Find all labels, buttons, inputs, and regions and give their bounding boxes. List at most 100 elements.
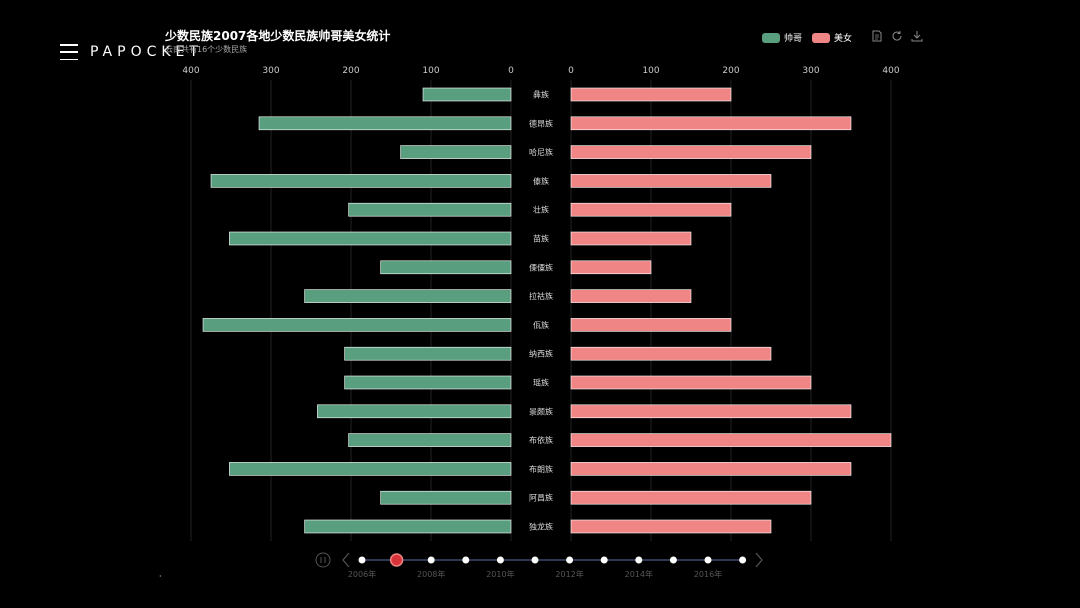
bar-male[interactable] bbox=[210, 174, 512, 188]
timeline-point[interactable] bbox=[600, 556, 608, 564]
chart-subtitle: 云南共有16个少数民族 bbox=[165, 45, 248, 54]
bar-male[interactable] bbox=[380, 490, 512, 505]
bar-female[interactable] bbox=[570, 145, 812, 159]
timeline-point[interactable] bbox=[669, 556, 677, 564]
category-label: 傈僳族 bbox=[529, 262, 553, 272]
restore-icon[interactable] bbox=[891, 30, 903, 42]
legend-label-male: 帅哥 bbox=[784, 34, 803, 44]
timeline-point[interactable] bbox=[427, 556, 435, 564]
bar-female[interactable] bbox=[570, 433, 892, 447]
category-label: 布依族 bbox=[529, 435, 553, 445]
category-label: 景颇族 bbox=[529, 406, 553, 416]
female-bars bbox=[570, 87, 892, 534]
category-label: 拉祜族 bbox=[529, 291, 553, 301]
category-label: 德昂族 bbox=[529, 118, 553, 128]
category-label: 佤族 bbox=[533, 320, 549, 330]
left-tick-label: 400 bbox=[182, 66, 199, 76]
right-axis: 0 100 200 300 400 bbox=[568, 66, 900, 76]
bar-male[interactable] bbox=[400, 145, 512, 159]
bar-female[interactable] bbox=[570, 490, 812, 505]
right-tick-label: 400 bbox=[882, 66, 899, 76]
bar-male[interactable] bbox=[229, 462, 512, 476]
bar-female[interactable] bbox=[570, 318, 732, 332]
category-label: 纳西族 bbox=[529, 349, 553, 359]
bar-female[interactable] bbox=[570, 346, 772, 361]
bar-female[interactable] bbox=[570, 519, 772, 534]
legend-swatch-female bbox=[812, 32, 831, 43]
bar-male[interactable] bbox=[304, 289, 512, 303]
timeline-point[interactable] bbox=[635, 556, 643, 564]
right-tick-label: 100 bbox=[642, 66, 659, 76]
corner-mark: · bbox=[159, 572, 162, 581]
legend-item-male[interactable]: 帅哥 bbox=[762, 31, 802, 44]
category-label: 布朗族 bbox=[529, 464, 553, 474]
bar-female[interactable] bbox=[570, 462, 852, 476]
right-tick-label: 0 bbox=[568, 66, 574, 76]
bar-male[interactable] bbox=[229, 231, 512, 246]
timeline-point[interactable] bbox=[566, 556, 574, 564]
category-label: 哈尼族 bbox=[529, 147, 553, 157]
timeline-label: 2006年 bbox=[348, 569, 376, 579]
male-bars bbox=[202, 87, 512, 534]
bar-male[interactable] bbox=[317, 404, 512, 419]
bar-male[interactable] bbox=[258, 116, 512, 131]
left-axis: 0 100 200 300 400 bbox=[182, 66, 514, 76]
timeline-point[interactable] bbox=[739, 556, 747, 564]
prev-icon[interactable] bbox=[342, 552, 350, 568]
timeline-point[interactable] bbox=[531, 556, 539, 564]
category-label: 彝族 bbox=[533, 90, 549, 100]
bar-female[interactable] bbox=[570, 404, 852, 419]
bar-female[interactable] bbox=[570, 231, 692, 246]
timeline: 2006年 2008年 2010年 2012年 2014年 2016年 bbox=[315, 552, 763, 579]
menu-icon[interactable] bbox=[60, 44, 78, 60]
legend-swatch-male bbox=[762, 32, 780, 43]
timeline-point[interactable] bbox=[704, 556, 712, 564]
category-label: 瑶族 bbox=[533, 378, 549, 388]
category-labels: 彝族德昂族哈尼族傣族壮族苗族傈僳族拉祜族佤族纳西族瑶族景颇族布依族布朗族阿昌族独… bbox=[529, 90, 553, 532]
toolbox bbox=[871, 30, 923, 42]
brand-name: PAPOCKET bbox=[90, 44, 203, 60]
bar-female[interactable] bbox=[570, 174, 772, 188]
left-tick-label: 300 bbox=[262, 66, 279, 76]
bar-female[interactable] bbox=[570, 87, 732, 102]
data-view-icon[interactable] bbox=[871, 30, 883, 42]
category-label: 阿昌族 bbox=[529, 493, 553, 503]
bar-female[interactable] bbox=[570, 375, 812, 390]
save-image-icon[interactable] bbox=[911, 30, 923, 42]
category-label: 苗族 bbox=[533, 234, 549, 244]
timeline-label: 2010年 bbox=[486, 569, 514, 579]
next-icon[interactable] bbox=[755, 552, 763, 568]
timeline-label: 2012年 bbox=[555, 569, 583, 579]
category-label: 壮族 bbox=[533, 205, 549, 215]
left-tick-label: 0 bbox=[508, 66, 514, 76]
timeline-point[interactable] bbox=[358, 556, 366, 564]
chart-title: 少数民族2007各地少数民族帅哥美女统计 bbox=[165, 29, 391, 43]
bar-female[interactable] bbox=[570, 202, 732, 217]
timeline-label: 2008年 bbox=[417, 569, 445, 579]
legend: 帅哥 美女 bbox=[762, 31, 862, 44]
bar-male[interactable] bbox=[422, 87, 512, 102]
legend-label-female: 美女 bbox=[834, 34, 853, 44]
bar-female[interactable] bbox=[570, 116, 852, 131]
bar-male[interactable] bbox=[344, 375, 512, 390]
timeline-point[interactable] bbox=[462, 556, 470, 564]
legend-item-female[interactable]: 美女 bbox=[812, 31, 852, 44]
bar-male[interactable] bbox=[344, 346, 512, 361]
bar-male[interactable] bbox=[202, 318, 512, 332]
category-label: 傣族 bbox=[533, 176, 549, 186]
timeline-point-current[interactable] bbox=[389, 553, 404, 567]
left-tick-label: 200 bbox=[342, 66, 359, 76]
brand: PAPOCKET bbox=[60, 44, 203, 60]
right-tick-label: 200 bbox=[722, 66, 739, 76]
bar-male[interactable] bbox=[348, 202, 512, 217]
timeline-point[interactable] bbox=[496, 556, 504, 564]
bar-male[interactable] bbox=[380, 260, 512, 275]
timeline-label: 2016年 bbox=[694, 569, 722, 579]
timeline-label: 2014年 bbox=[625, 569, 653, 579]
bar-male[interactable] bbox=[348, 433, 512, 447]
play-pause-button[interactable] bbox=[315, 552, 331, 568]
bar-male[interactable] bbox=[304, 519, 512, 534]
bar-female[interactable] bbox=[570, 289, 692, 303]
right-tick-label: 300 bbox=[802, 66, 819, 76]
bar-female[interactable] bbox=[570, 260, 652, 275]
